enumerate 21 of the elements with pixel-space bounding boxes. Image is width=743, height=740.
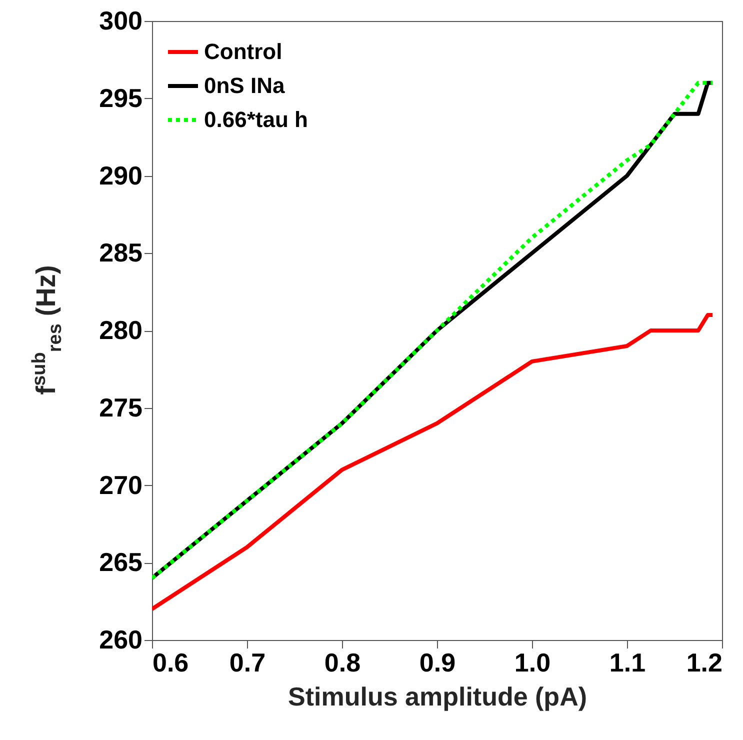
x-tick-label: 0.9 [419,648,456,678]
y-tick-label: 275 [99,392,142,422]
x-tick-label: 0.8 [324,648,361,678]
y-tick-label: 285 [99,238,142,268]
y-tick-label: 260 [99,624,142,654]
y-tick-label: 280 [99,315,142,345]
x-tick-label: 0.7 [229,648,266,678]
x-tick-label: 1.0 [514,648,551,678]
y-tick-label: 300 [99,6,142,36]
y-tick-label: 290 [99,160,142,190]
legend-label: 0.66*tau h [204,107,308,132]
line-series [152,313,714,612]
x-tick-label: 0.6 [152,648,189,678]
legend-label: Control [204,39,282,64]
legend-label: 0nS INa [204,73,286,98]
y-tick-label: 270 [99,470,142,500]
y-tick-label: 265 [99,547,142,578]
x-axis-title: Stimulus amplitude (pA) [288,682,587,712]
x-tick-label: 1.2 [686,648,722,678]
x-tick-label: 1.1 [609,648,646,678]
y-tick-label: 295 [99,82,142,113]
